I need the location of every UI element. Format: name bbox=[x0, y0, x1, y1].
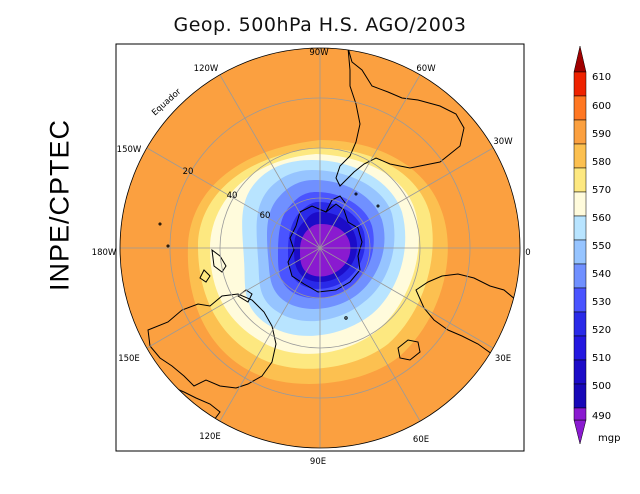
longitude-label: 120W bbox=[194, 64, 219, 74]
longitude-label: 90W bbox=[309, 48, 329, 58]
map-disk-outline bbox=[119, 47, 521, 449]
longitude-label: 60E bbox=[413, 435, 429, 445]
colorbar-segment bbox=[573, 95, 587, 121]
colorbar-tick-label: 490 bbox=[592, 411, 611, 422]
coast-madagascar bbox=[397, 339, 421, 361]
longitude-label: 0 bbox=[525, 248, 530, 258]
latitude-label: 40 bbox=[227, 191, 238, 201]
colorbar-tick-label: 580 bbox=[592, 157, 611, 168]
colorbar-tick-label: 520 bbox=[592, 325, 611, 336]
coast-antarctica bbox=[287, 203, 363, 293]
colorbar-segment bbox=[573, 143, 587, 169]
map-title: Geop. 500hPa H.S. AGO/2003 bbox=[173, 14, 467, 36]
colorbar-segment bbox=[573, 359, 587, 385]
coast-new-zealand bbox=[199, 248, 227, 283]
colorbar-segment bbox=[573, 71, 587, 97]
colorbar-tick-label: 600 bbox=[592, 101, 611, 112]
colorbar-tick-label: 570 bbox=[592, 185, 611, 196]
colorbar-segment bbox=[573, 167, 587, 193]
longitude-label: 30E bbox=[495, 354, 511, 364]
coast-australia bbox=[147, 293, 277, 389]
colorbar-segment bbox=[573, 263, 587, 289]
map-frame bbox=[115, 43, 525, 452]
latitude-label: 60 bbox=[260, 211, 271, 221]
longitude-grid bbox=[120, 48, 520, 448]
longitude-label: 120E bbox=[199, 432, 221, 442]
coastlines bbox=[147, 48, 520, 421]
colorbar-segment bbox=[573, 239, 587, 265]
colorbar-segment bbox=[573, 383, 587, 409]
longitude-label: 150E bbox=[118, 354, 140, 364]
colorbar-bottom-arrow bbox=[573, 419, 587, 445]
colorbar-unit: mgp bbox=[598, 433, 620, 444]
longitude-label: 180W bbox=[92, 248, 117, 258]
latitude-label: 20 bbox=[183, 167, 194, 177]
coast-south-america bbox=[335, 48, 465, 187]
colorbar-segment bbox=[573, 119, 587, 145]
longitude-label: 30W bbox=[493, 137, 513, 147]
contour-490 bbox=[300, 224, 351, 277]
coast-africa bbox=[415, 273, 520, 361]
longitude-label: 90E bbox=[310, 457, 326, 467]
colorbar-tick-label: 530 bbox=[592, 297, 611, 308]
colorbar-tick-label: 500 bbox=[592, 381, 611, 392]
longitude-label: 150W bbox=[117, 145, 142, 155]
colorbar-segment bbox=[573, 311, 587, 337]
colorbar-tick-label: 590 bbox=[592, 129, 611, 140]
colorbar-segment bbox=[573, 287, 587, 313]
colorbar-tick-label: 510 bbox=[592, 353, 611, 364]
coast-antarctic-peninsula bbox=[325, 195, 347, 213]
colorbar-segment bbox=[573, 215, 587, 241]
colorbar-tick-label: 540 bbox=[592, 269, 611, 280]
colorbar-tick-label: 560 bbox=[592, 213, 611, 224]
longitude-label: 60W bbox=[416, 64, 436, 74]
colorbar-segment bbox=[573, 335, 587, 361]
colorbar-top-arrow bbox=[573, 45, 587, 73]
colorbar-tick-label: 550 bbox=[592, 241, 611, 252]
colorbar-segment bbox=[573, 191, 587, 217]
colorbar-tick-label: 610 bbox=[592, 72, 611, 83]
colorbar: 610 600 590 580 570 560 550 540 530 520 … bbox=[573, 45, 620, 445]
